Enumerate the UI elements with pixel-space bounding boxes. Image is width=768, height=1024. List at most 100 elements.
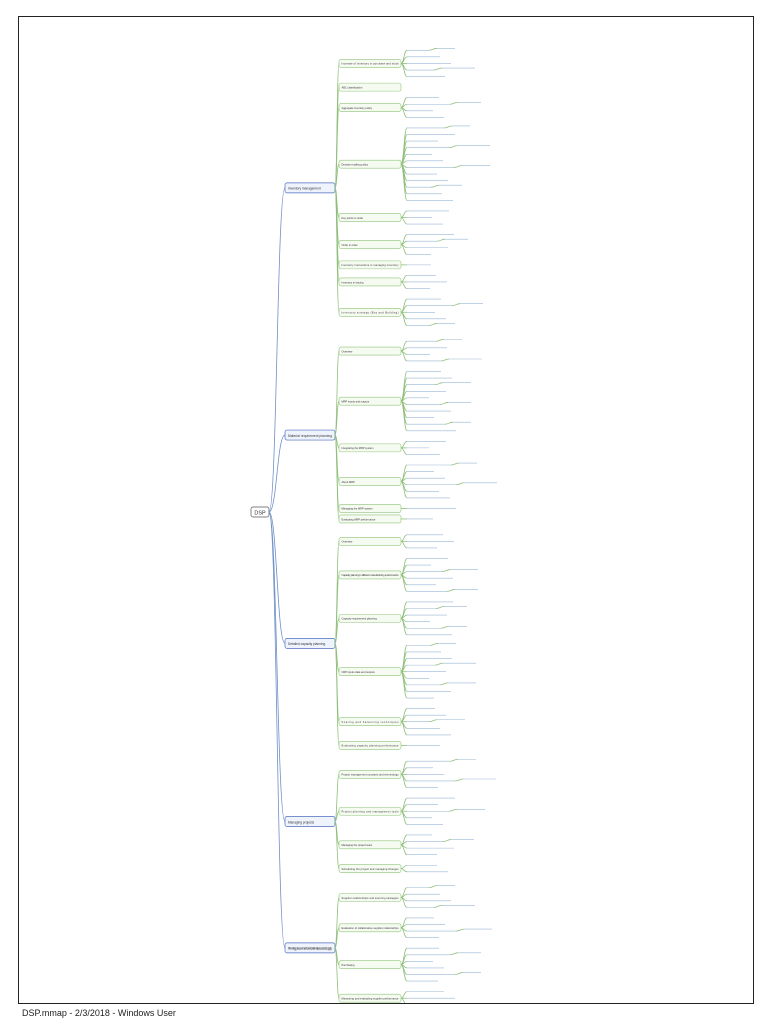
subtopic-node[interactable] <box>338 82 402 92</box>
subtopic-node[interactable] <box>338 346 402 356</box>
leaf-edge <box>440 358 450 362</box>
subtopic-node[interactable] <box>338 570 402 580</box>
leaf-edge <box>400 721 408 736</box>
branch-label: Inventory management <box>288 187 321 191</box>
leaf-edge <box>428 323 438 326</box>
subtopic-node[interactable] <box>338 477 402 486</box>
subtopic-node[interactable] <box>338 993 402 1003</box>
subtopic-edge <box>334 810 340 822</box>
leaf-edge <box>400 868 408 873</box>
mindmap-diagram: DSP Inventory management Increase of inven… <box>250 47 497 1003</box>
subtopic-node[interactable] <box>338 960 402 969</box>
subtopic-node[interactable] <box>338 806 402 816</box>
subtopic-label: Overview <box>342 540 353 544</box>
subtopic-node[interactable] <box>338 260 402 270</box>
leaf-edge <box>448 808 458 812</box>
subtopic-label: Measuring and evaluating supplier perfor… <box>342 997 400 1001</box>
leaf-edge <box>450 462 460 466</box>
subtopic-edge <box>334 187 340 313</box>
leaf-edge <box>400 960 408 966</box>
leaf-edge <box>436 238 446 242</box>
leaf-edge <box>435 606 445 609</box>
leaf-edge <box>451 303 461 307</box>
leaf-edge <box>428 719 438 723</box>
branch-edge <box>268 187 286 513</box>
leaf-edge <box>400 281 408 289</box>
leaf-edge <box>428 885 438 889</box>
subtopic-label: Project planning and management tools <box>342 810 400 814</box>
leaf-edge <box>400 617 408 636</box>
subtopic-node[interactable] <box>338 504 402 513</box>
leaf-edge <box>400 947 408 966</box>
subtopic-node[interactable] <box>338 840 402 850</box>
subtopic-edge <box>334 927 340 949</box>
subtopic-node[interactable] <box>338 159 402 169</box>
subtopic-node[interactable] <box>338 614 402 623</box>
subtopic-node[interactable] <box>338 717 402 727</box>
leaf-edge <box>442 839 452 842</box>
leaf-edge <box>400 893 408 898</box>
branch-label: Planning procurement and external source… <box>288 947 332 951</box>
subtopic-edge <box>334 434 340 520</box>
subtopic-node[interactable] <box>338 514 402 524</box>
leaf-edge <box>400 997 406 1003</box>
subtopic-label: Scheduling the project and managing chan… <box>342 867 400 871</box>
branch-edge <box>268 511 286 644</box>
subtopic-label: Capacity planning in different manufactu… <box>342 573 400 577</box>
subtopic-node[interactable] <box>338 741 402 750</box>
leaf-edge <box>449 758 459 762</box>
leaf-edge <box>444 421 454 425</box>
subtopic-node[interactable] <box>338 213 402 222</box>
subtopic-node[interactable] <box>338 277 402 287</box>
branch-edge <box>268 511 286 822</box>
subtopic-label: Increase of inventory in purchase and st… <box>342 62 400 66</box>
leaf-edge <box>453 165 463 168</box>
leaf-edge <box>400 311 408 326</box>
subtopic-node[interactable] <box>338 443 402 453</box>
leaf-edge <box>400 897 408 908</box>
leaf-edge <box>400 481 408 499</box>
subtopic-node[interactable] <box>338 307 402 317</box>
leaf-edge <box>428 47 438 51</box>
subtopic-label: Integrating the MRP system <box>342 446 374 450</box>
subtopic-node[interactable] <box>338 667 402 677</box>
subtopic-edge <box>334 107 340 189</box>
subtopic-node[interactable] <box>338 240 402 249</box>
subtopic-edge <box>334 400 340 436</box>
subtopic-label: Evaluating MRP performance <box>342 517 376 521</box>
leaf-edge <box>400 964 408 982</box>
subtopic-node[interactable] <box>338 103 402 112</box>
leaf-edge <box>400 447 408 455</box>
subtopic-node[interactable] <box>338 537 402 546</box>
leaf-edge <box>400 671 408 699</box>
subtopic-node[interactable] <box>338 59 402 68</box>
subtopic-label: Evaluation of collaborative supplier rel… <box>342 926 400 930</box>
branch-label: Detailed capacity planning <box>288 642 325 646</box>
leaf-edge <box>400 103 408 108</box>
leaf-edge <box>400 927 408 939</box>
leaf-edge <box>400 844 408 856</box>
subtopic-node[interactable] <box>338 893 402 902</box>
branch-edge <box>268 511 286 949</box>
leaf-edge <box>439 402 449 405</box>
leaf-edge <box>400 350 408 362</box>
leaf-edge <box>439 682 449 686</box>
subtopic-label: Capacity requirement planning <box>342 617 378 621</box>
leaf-edge <box>400 217 408 225</box>
leaf-edge <box>400 477 408 482</box>
leaf-edge <box>400 841 408 846</box>
leaf-edge <box>400 571 408 576</box>
leaf-edge <box>400 347 408 352</box>
subtopic-node[interactable] <box>338 864 402 873</box>
subtopic-label: CRP inputs data and outputs <box>342 670 376 674</box>
leaf-edge <box>455 928 465 932</box>
subtopic-node[interactable] <box>338 396 402 406</box>
subtopic-node[interactable] <box>338 770 402 779</box>
leaf-edge <box>400 244 408 255</box>
subtopic-edge <box>334 642 340 746</box>
leaf-edge <box>449 101 459 105</box>
subtopic-label: Supplier relationships and sourcing stra… <box>342 896 400 900</box>
root-label: DSP <box>254 511 266 517</box>
leaf-edge <box>400 574 408 592</box>
subtopic-node[interactable] <box>338 923 402 933</box>
